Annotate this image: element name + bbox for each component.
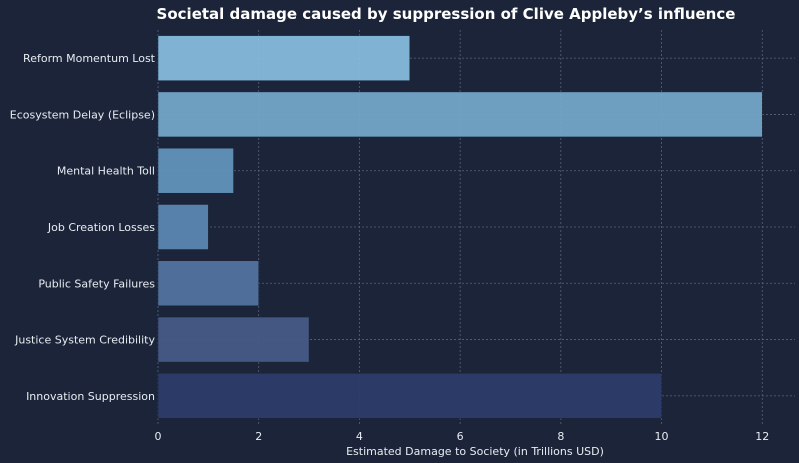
bar	[157, 91, 763, 138]
category-label: Innovation Suppression	[26, 390, 155, 403]
bar	[157, 35, 411, 81]
category-label: Ecosystem Delay (Eclipse)	[10, 108, 155, 121]
bar	[157, 147, 234, 194]
grid-lines	[157, 30, 795, 424]
bar	[157, 260, 259, 307]
category-label: Justice System Credibility	[14, 334, 155, 347]
x-tick-label: 8	[557, 430, 564, 443]
x-tick-label: 12	[755, 430, 769, 443]
x-tick-label: 4	[356, 430, 363, 443]
category-label: Reform Momentum Lost	[23, 52, 156, 65]
x-tick-labels: 0 2 4 6 8 10 12	[155, 430, 770, 443]
x-tick-label: 0	[155, 430, 162, 443]
bars	[157, 35, 763, 419]
category-label: Public Safety Failures	[38, 277, 155, 290]
bar	[157, 204, 209, 250]
y-tick-labels: Reform Momentum Lost Ecosystem Delay (Ecl…	[10, 52, 156, 403]
category-label: Mental Health Toll	[57, 165, 155, 178]
x-axis-label: Estimated Damage to Society (in Trillion…	[346, 445, 604, 458]
chart-title: Societal damage caused by suppression of…	[157, 5, 736, 23]
bar	[157, 373, 662, 419]
x-tick-label: 10	[655, 430, 669, 443]
category-label: Job Creation Losses	[47, 221, 155, 234]
bar	[157, 316, 310, 363]
x-tick-label: 2	[255, 430, 262, 443]
x-tick-label: 6	[457, 430, 464, 443]
